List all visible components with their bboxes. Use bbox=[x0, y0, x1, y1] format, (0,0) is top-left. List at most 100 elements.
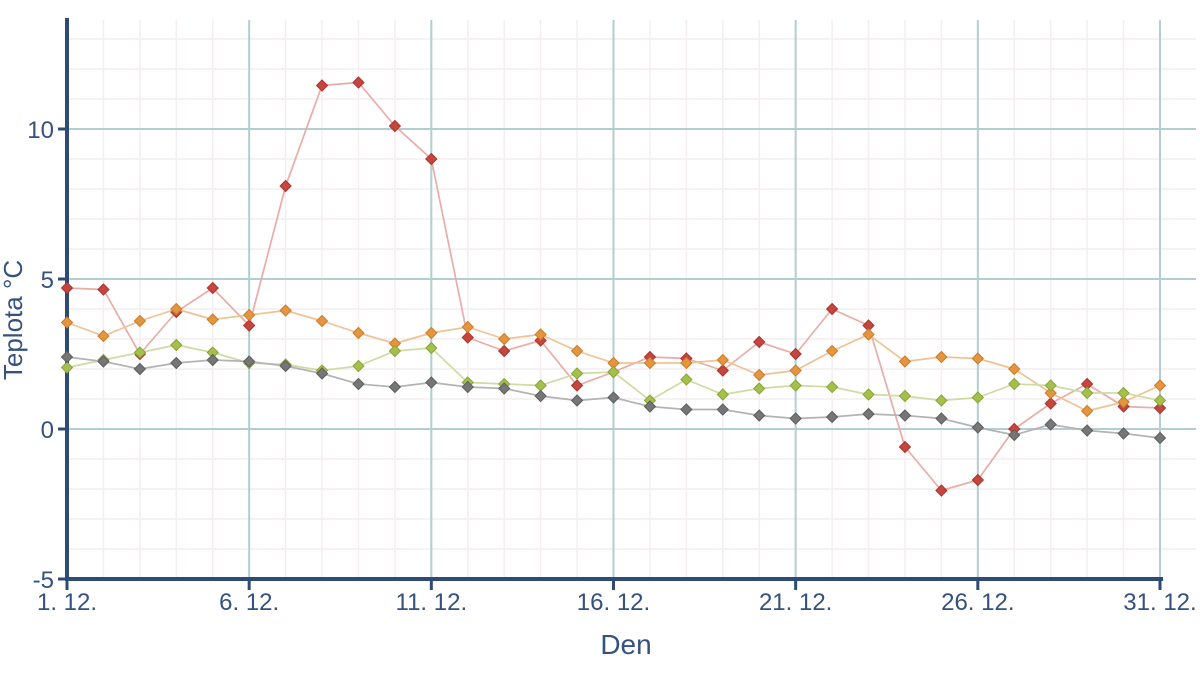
data-point-orange bbox=[898, 355, 912, 368]
data-point-green bbox=[170, 338, 183, 352]
series-gray bbox=[60, 350, 1167, 445]
data-point-green bbox=[935, 394, 948, 407]
data-point-red bbox=[315, 79, 329, 92]
y-tick-label: 5 bbox=[41, 267, 54, 294]
data-point-gray bbox=[680, 403, 693, 416]
data-point-green bbox=[425, 341, 438, 355]
data-point-red bbox=[461, 331, 474, 344]
x-tick-label: 26. 12. bbox=[941, 589, 1014, 616]
x-tick-label: 6. 12. bbox=[219, 589, 279, 616]
data-point-gray bbox=[825, 410, 839, 424]
data-point-orange bbox=[1153, 379, 1167, 392]
x-axis-title: Den bbox=[600, 629, 651, 660]
data-point-green bbox=[971, 391, 985, 404]
data-point-green bbox=[1008, 377, 1021, 391]
data-point-red bbox=[753, 335, 766, 349]
data-point-green bbox=[1044, 379, 1057, 392]
data-point-green bbox=[789, 379, 802, 392]
x-tick-label: 1. 12. bbox=[37, 589, 97, 616]
data-point-green bbox=[680, 373, 693, 386]
data-point-red bbox=[425, 152, 438, 166]
data-point-gray bbox=[279, 359, 292, 373]
data-point-red bbox=[825, 302, 839, 316]
data-point-gray bbox=[534, 389, 547, 403]
data-point-red bbox=[242, 319, 256, 332]
axis-ticks bbox=[58, 127, 1162, 590]
data-point-orange bbox=[315, 314, 329, 328]
data-point-orange bbox=[461, 320, 474, 334]
data-point-gray bbox=[935, 412, 948, 425]
tick-labels: -5 0 5 10 1. 12. 6. 12. 11. 12. 16. 12. 21. 12. 2… bbox=[27, 117, 1196, 616]
data-point-red bbox=[1044, 397, 1057, 410]
data-point-orange bbox=[1044, 386, 1057, 400]
data-point-gray bbox=[315, 367, 329, 380]
data-point-gray bbox=[461, 380, 474, 394]
data-point-green bbox=[1117, 386, 1130, 400]
data-point-gray bbox=[607, 391, 620, 404]
series-orange bbox=[60, 302, 1167, 418]
data-point-gray bbox=[497, 382, 511, 395]
data-point-green bbox=[1080, 386, 1094, 400]
data-point-gray bbox=[789, 412, 802, 425]
data-point-orange bbox=[1117, 395, 1130, 409]
data-point-orange bbox=[1080, 404, 1094, 418]
data-point-green bbox=[388, 344, 402, 358]
data-point-orange bbox=[206, 313, 219, 326]
data-point-green bbox=[898, 389, 912, 403]
series-layer bbox=[60, 76, 1167, 497]
data-point-gray bbox=[425, 376, 438, 389]
data-point-orange bbox=[753, 368, 766, 382]
data-point-orange bbox=[97, 329, 110, 343]
data-point-green bbox=[753, 382, 766, 395]
data-point-red bbox=[898, 440, 912, 454]
data-point-gray bbox=[862, 407, 875, 421]
data-point-red bbox=[935, 484, 948, 497]
data-point-orange bbox=[971, 352, 985, 365]
y-tick-label: 0 bbox=[41, 417, 54, 444]
data-point-red bbox=[497, 344, 511, 358]
data-point-green bbox=[133, 346, 147, 359]
data-point-orange bbox=[497, 332, 511, 346]
x-tick-label: 16. 12. bbox=[577, 589, 650, 616]
data-point-red bbox=[789, 347, 802, 361]
data-point-gray bbox=[1153, 431, 1167, 445]
data-point-orange bbox=[534, 328, 547, 341]
x-tick-label: 21. 12. bbox=[759, 589, 832, 616]
data-point-orange bbox=[825, 344, 839, 358]
data-point-orange bbox=[862, 328, 875, 341]
data-point-gray bbox=[133, 362, 147, 376]
data-point-orange bbox=[242, 308, 256, 322]
grid-minor bbox=[67, 20, 1196, 579]
data-point-orange bbox=[789, 364, 802, 377]
data-point-red bbox=[1153, 401, 1167, 415]
data-point-orange bbox=[1008, 362, 1021, 376]
data-point-gray bbox=[753, 409, 766, 422]
data-point-red bbox=[60, 281, 74, 295]
data-point-orange bbox=[935, 350, 948, 364]
data-point-green bbox=[607, 365, 620, 379]
data-point-gray bbox=[352, 377, 365, 391]
data-point-red bbox=[206, 281, 219, 295]
data-point-orange bbox=[680, 356, 693, 370]
data-point-red bbox=[388, 119, 402, 133]
data-point-red bbox=[716, 364, 730, 377]
data-point-green bbox=[862, 388, 875, 401]
y-tick-label: -5 bbox=[33, 567, 54, 594]
data-point-red bbox=[570, 379, 584, 392]
data-point-gray bbox=[206, 353, 219, 367]
data-point-green bbox=[570, 367, 584, 380]
data-point-green bbox=[534, 379, 547, 392]
data-point-orange bbox=[60, 316, 74, 329]
data-point-gray bbox=[97, 355, 110, 368]
x-tick-label: 11. 12. bbox=[396, 589, 468, 616]
data-point-orange bbox=[133, 314, 147, 328]
data-point-gray bbox=[242, 355, 256, 368]
data-point-green bbox=[1153, 394, 1167, 407]
grid-major bbox=[67, 20, 1196, 579]
data-point-gray bbox=[1044, 418, 1057, 431]
data-point-gray bbox=[716, 403, 730, 416]
data-point-gray bbox=[388, 380, 402, 394]
y-tick-label: 10 bbox=[27, 117, 54, 144]
